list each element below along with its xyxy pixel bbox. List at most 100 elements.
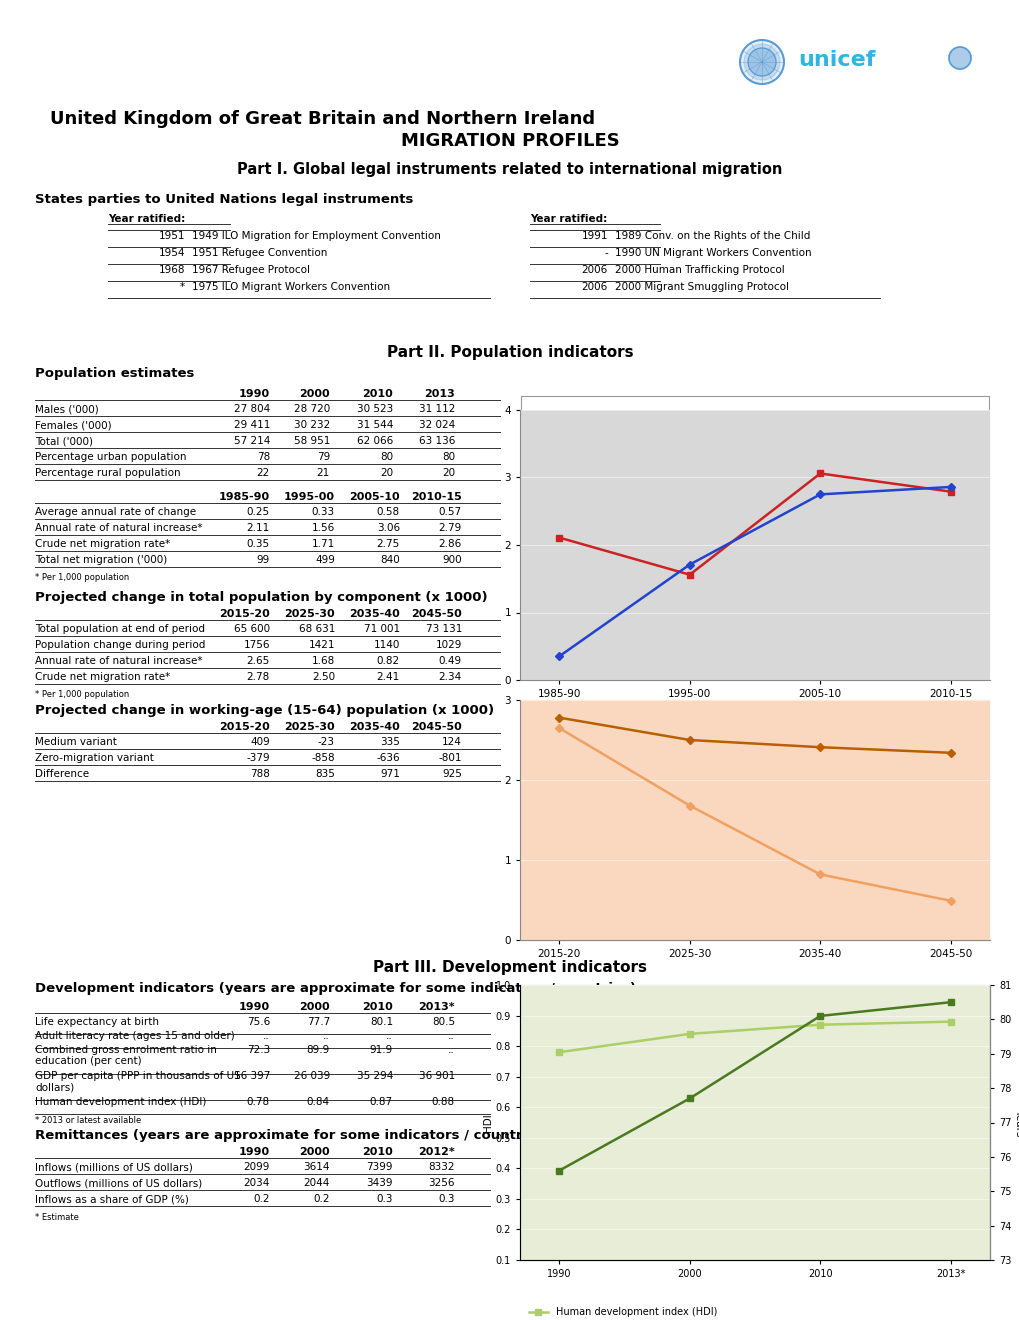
Text: Percentage urban population: Percentage urban population	[35, 451, 186, 462]
Line: Crude net migration rate*: Crude net migration rate*	[555, 715, 953, 755]
Text: 0.3: 0.3	[438, 1195, 454, 1204]
Text: unicef: unicef	[797, 50, 874, 70]
Text: 27 804: 27 804	[233, 404, 270, 414]
Text: United Kingdom of Great Britain and Northern Ireland: United Kingdom of Great Britain and Nort…	[50, 110, 594, 128]
Text: Outflows (millions of US dollars): Outflows (millions of US dollars)	[35, 1177, 202, 1188]
Text: 1029: 1029	[435, 640, 462, 649]
Text: Population estimates: Population estimates	[35, 367, 195, 380]
Text: 2006: 2006	[581, 265, 607, 275]
Crude net migration rate*	[813, 487, 825, 503]
Annual rate of natural increase*	[683, 797, 695, 813]
Bar	[521, 985, 988, 1261]
Text: 26 039: 26 039	[293, 1071, 330, 1081]
Text: 3614: 3614	[304, 1162, 330, 1172]
Text: 2099: 2099	[244, 1162, 270, 1172]
Text: 788: 788	[250, 770, 270, 779]
Text: 68 631: 68 631	[299, 624, 334, 634]
Text: 2005-10: 2005-10	[350, 492, 399, 502]
Text: 0.25: 0.25	[247, 507, 270, 517]
Text: 89.9: 89.9	[307, 1045, 330, 1055]
Text: dollars): dollars)	[35, 1082, 74, 1092]
Text: Inflows (millions of US dollars): Inflows (millions of US dollars)	[35, 1162, 193, 1172]
Text: 2.41: 2.41	[376, 672, 399, 682]
Annual rate of natural increase*	[813, 466, 825, 482]
Legend: Crude net migration rate*, Annual rate of natural increase*: Crude net migration rate*, Annual rate o…	[525, 989, 716, 1020]
Crude net migration rate*	[683, 557, 695, 573]
Text: 1995-00: 1995-00	[283, 492, 334, 502]
Circle shape	[747, 48, 775, 77]
Text: Life expectancy at birth: Life expectancy at birth	[35, 1016, 159, 1027]
Text: 2034: 2034	[244, 1177, 270, 1188]
Bar	[521, 396, 988, 671]
Crude net migration rate*	[944, 744, 956, 760]
Text: ..: ..	[323, 1031, 330, 1041]
Text: 1975 ILO Migrant Workers Convention: 1975 ILO Migrant Workers Convention	[192, 282, 389, 292]
Text: 2013: 2013	[424, 389, 454, 399]
Text: 0.2: 0.2	[254, 1195, 270, 1204]
Text: 73 131: 73 131	[425, 624, 462, 634]
Text: 30 523: 30 523	[357, 404, 392, 414]
Text: Females ('000): Females ('000)	[35, 420, 111, 430]
Text: 1951 Refugee Convention: 1951 Refugee Convention	[192, 248, 327, 257]
Life expectancy at birth	[813, 1008, 825, 1024]
Text: Inflows as a share of GDP (%): Inflows as a share of GDP (%)	[35, 1195, 189, 1204]
Text: 1990: 1990	[238, 389, 270, 399]
Text: Remittances (years are approximate for some indicators / countries): Remittances (years are approximate for s…	[35, 1129, 549, 1142]
Legend: Annual rate of natural increase*, Crude net migration rate*: Annual rate of natural increase*, Crude …	[525, 734, 716, 766]
Human development index (HDI)	[683, 1026, 695, 1041]
Text: Annual rate of natural increase*: Annual rate of natural increase*	[35, 523, 203, 533]
Text: 72.3: 72.3	[247, 1045, 270, 1055]
Text: 900: 900	[442, 554, 462, 565]
Text: Year ratified:: Year ratified:	[530, 214, 606, 224]
Text: 1.68: 1.68	[312, 656, 334, 667]
Text: 21: 21	[317, 469, 330, 478]
Text: 3256: 3256	[428, 1177, 454, 1188]
Text: 2010: 2010	[362, 1002, 392, 1012]
Text: 75.6: 75.6	[247, 1016, 270, 1027]
Text: ..: ..	[447, 1031, 454, 1041]
Human development index (HDI)	[944, 1014, 956, 1030]
Text: 1989 Conv. on the Rights of the Child: 1989 Conv. on the Rights of the Child	[614, 231, 809, 242]
Text: 91.9: 91.9	[370, 1045, 392, 1055]
Text: 835: 835	[315, 770, 334, 779]
Text: 1756: 1756	[244, 640, 270, 649]
Text: Crude net migration rate*: Crude net migration rate*	[35, 672, 170, 682]
Text: 2010: 2010	[362, 389, 392, 399]
Text: 2006: 2006	[581, 282, 607, 292]
Text: 1967 Refugee Protocol: 1967 Refugee Protocol	[192, 265, 310, 275]
Text: 2000 Migrant Smuggling Protocol: 2000 Migrant Smuggling Protocol	[614, 282, 789, 292]
Text: 29 411: 29 411	[233, 420, 270, 430]
Y-axis label: Years: Years	[1013, 1109, 1019, 1137]
Text: * 2013 or latest available: * 2013 or latest available	[35, 1115, 141, 1125]
Text: 36 901: 36 901	[419, 1071, 454, 1081]
Text: Year ratified:: Year ratified:	[108, 214, 185, 224]
Text: 1.71: 1.71	[312, 539, 334, 549]
Human development index (HDI)	[813, 1016, 825, 1032]
Legend: Human development index (HDI), Life expectancy at birth: Human development index (HDI), Life expe…	[525, 1303, 720, 1320]
Text: 80.5: 80.5	[431, 1016, 454, 1027]
Text: 2015-20: 2015-20	[219, 609, 270, 619]
Text: Zero-migration variant: Zero-migration variant	[35, 752, 154, 763]
Text: 2.11: 2.11	[247, 523, 270, 533]
Text: -858: -858	[311, 752, 334, 763]
Text: 1990: 1990	[238, 1002, 270, 1012]
Text: 2045-50: 2045-50	[411, 722, 462, 733]
Text: 16 397: 16 397	[233, 1071, 270, 1081]
Text: Projected change in total population by component (x 1000): Projected change in total population by …	[35, 591, 487, 605]
Text: 2000: 2000	[300, 1147, 330, 1158]
Bar	[520, 700, 989, 940]
Text: 63 136: 63 136	[418, 436, 454, 446]
Text: Crude net migration rate*: Crude net migration rate*	[35, 539, 170, 549]
Text: 1991: 1991	[581, 231, 607, 242]
Life expectancy at birth	[683, 1090, 695, 1106]
Text: 78: 78	[257, 451, 270, 462]
Line: Annual rate of natural increase*: Annual rate of natural increase*	[555, 471, 953, 577]
Text: 8332: 8332	[428, 1162, 454, 1172]
Text: 2000: 2000	[300, 389, 330, 399]
Text: Total net migration ('000): Total net migration ('000)	[35, 554, 167, 565]
Text: 20: 20	[441, 469, 454, 478]
Text: ..: ..	[447, 1045, 454, 1055]
Annual rate of natural increase*	[552, 529, 565, 545]
Line: Life expectancy at birth: Life expectancy at birth	[555, 999, 953, 1173]
Text: 2.79: 2.79	[438, 523, 462, 533]
